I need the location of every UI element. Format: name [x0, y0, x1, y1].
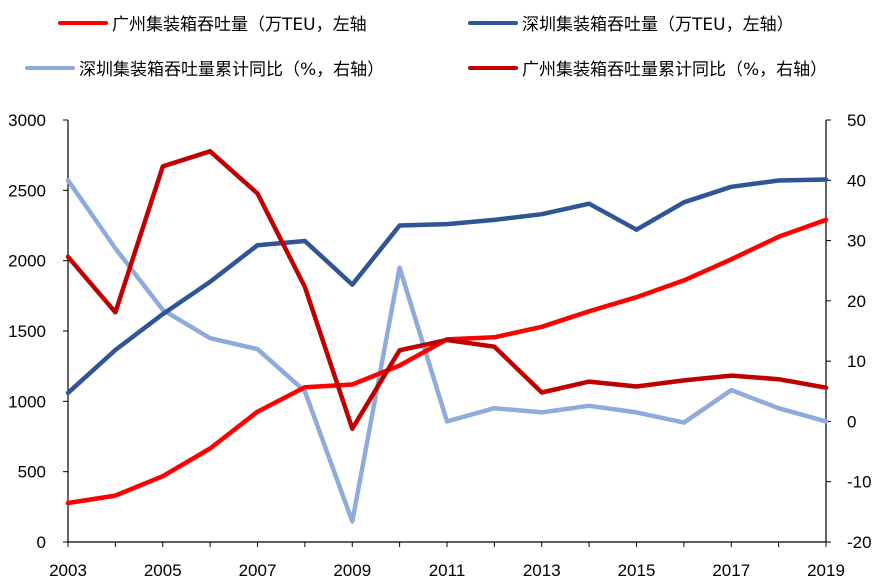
y-right-tick-label: 10: [847, 352, 866, 371]
x-tick-label: 2009: [333, 561, 371, 580]
y-left-tick-label: 0: [37, 533, 46, 552]
y-left-tick-label: 2500: [8, 181, 46, 200]
x-tick-label: 2005: [144, 561, 182, 580]
y-left-tick-label: 3000: [8, 111, 46, 130]
legend-item-gz-yoy: 广州集装箱吞吐量累计同比（%，右轴）: [468, 55, 827, 80]
y-right-tick-label: 30: [847, 232, 866, 251]
y-right-tick-label: -20: [847, 533, 872, 552]
series-lines: [65, 149, 829, 524]
legend-item-gz-throughput: 广州集装箱吞吐量（万TEU，左轴: [58, 10, 367, 35]
legend-swatch-sz-throughput: [468, 20, 518, 25]
legend-label-gz-yoy: 广州集装箱吞吐量累计同比（%，右轴）: [522, 60, 828, 80]
legend-label-sz-yoy: 深圳集装箱吞吐量累计同比（%，右轴）: [79, 60, 385, 80]
x-tick-label: 2003: [49, 561, 87, 580]
y-left-tick-label: 1000: [8, 392, 46, 411]
axes: [63, 119, 831, 547]
y-left-tick-label: 1500: [8, 322, 46, 341]
legend-swatch-gz-yoy: [468, 65, 518, 70]
series-line-2: [65, 178, 829, 524]
series-line-1: [65, 177, 829, 396]
legend-swatch-gz-throughput: [58, 20, 108, 25]
y-left-tick-label: 2000: [8, 252, 46, 271]
tick-labels: 0 500 1000 1500 2000 2500 3000 -20 -10 0 10 20 30 40 5…: [8, 111, 871, 580]
legend-swatch-sz-yoy: [25, 65, 75, 70]
series-line-3: [65, 149, 829, 431]
x-tick-label: 2013: [523, 561, 561, 580]
legend-label-gz-throughput: 广州集装箱吞吐量（万TEU，左轴: [112, 15, 367, 35]
legend-item-sz-yoy: 深圳集装箱吞吐量累计同比（%，右轴）: [25, 55, 384, 80]
x-tick-label: 2017: [712, 561, 750, 580]
y-left-tick-label: 500: [18, 463, 46, 482]
x-tick-label: 2019: [807, 561, 845, 580]
legend-item-sz-throughput: 深圳集装箱吞吐量（万TEU，左轴）: [468, 10, 794, 35]
x-tick-label: 2007: [239, 561, 277, 580]
x-tick-label: 2015: [618, 561, 656, 580]
y-right-tick-label: 40: [847, 171, 866, 190]
legend-label-sz-throughput: 深圳集装箱吞吐量（万TEU，左轴）: [522, 15, 794, 35]
y-right-tick-label: -10: [847, 473, 872, 492]
y-right-tick-label: 20: [847, 292, 866, 311]
y-right-tick-label: 50: [847, 111, 866, 130]
y-right-tick-label: 0: [847, 412, 856, 431]
series-line-0: [65, 217, 829, 506]
x-tick-label: 2011: [429, 561, 466, 580]
chart-legend: 广州集装箱吞吐量（万TEU，左轴 深圳集装箱吞吐量（万TEU，左轴） 深圳集装箱…: [0, 0, 883, 100]
